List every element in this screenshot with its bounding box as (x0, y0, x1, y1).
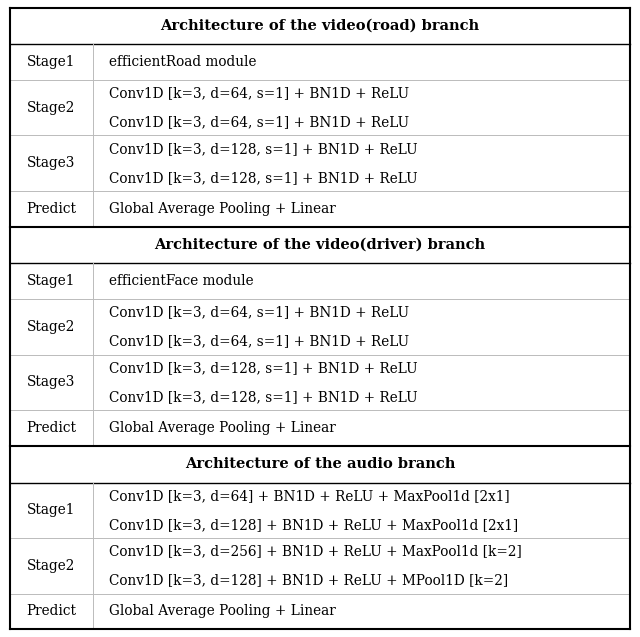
Text: Stage1: Stage1 (27, 55, 76, 69)
Text: Global Average Pooling + Linear: Global Average Pooling + Linear (109, 605, 335, 619)
Text: Conv1D [k=3, d=256] + BN1D + ReLU + MaxPool1d [k=2]: Conv1D [k=3, d=256] + BN1D + ReLU + MaxP… (109, 545, 522, 559)
Text: Conv1D [k=3, d=64, s=1] + BN1D + ReLU: Conv1D [k=3, d=64, s=1] + BN1D + ReLU (109, 306, 409, 320)
Text: Conv1D [k=3, d=128] + BN1D + ReLU + MaxPool1d [2x1]: Conv1D [k=3, d=128] + BN1D + ReLU + MaxP… (109, 518, 518, 532)
Text: Stage3: Stage3 (27, 375, 76, 389)
Text: Global Average Pooling + Linear: Global Average Pooling + Linear (109, 202, 335, 216)
Text: Stage2: Stage2 (27, 320, 76, 334)
Text: Conv1D [k=3, d=128, s=1] + BN1D + ReLU: Conv1D [k=3, d=128, s=1] + BN1D + ReLU (109, 142, 417, 156)
Text: Stage2: Stage2 (27, 101, 76, 115)
Text: Predict: Predict (26, 421, 76, 435)
Text: Stage2: Stage2 (27, 559, 76, 573)
Text: Conv1D [k=3, d=128, s=1] + BN1D + ReLU: Conv1D [k=3, d=128, s=1] + BN1D + ReLU (109, 171, 417, 185)
Text: Conv1D [k=3, d=64, s=1] + BN1D + ReLU: Conv1D [k=3, d=64, s=1] + BN1D + ReLU (109, 86, 409, 100)
Text: Stage3: Stage3 (27, 156, 76, 170)
Text: Predict: Predict (26, 202, 76, 216)
Text: Conv1D [k=3, d=64] + BN1D + ReLU + MaxPool1d [2x1]: Conv1D [k=3, d=64] + BN1D + ReLU + MaxPo… (109, 489, 509, 503)
Text: Stage1: Stage1 (27, 503, 76, 517)
Text: Architecture of the video(road) branch: Architecture of the video(road) branch (161, 19, 479, 33)
Text: Architecture of the video(driver) branch: Architecture of the video(driver) branch (154, 238, 486, 252)
Text: Conv1D [k=3, d=64, s=1] + BN1D + ReLU: Conv1D [k=3, d=64, s=1] + BN1D + ReLU (109, 115, 409, 129)
Text: Global Average Pooling + Linear: Global Average Pooling + Linear (109, 421, 335, 435)
Text: efficientFace module: efficientFace module (109, 275, 253, 288)
Text: Architecture of the audio branch: Architecture of the audio branch (185, 457, 455, 471)
Text: efficientRoad module: efficientRoad module (109, 55, 256, 69)
Text: Predict: Predict (26, 605, 76, 619)
Text: Conv1D [k=3, d=128] + BN1D + ReLU + MPool1D [k=2]: Conv1D [k=3, d=128] + BN1D + ReLU + MPoo… (109, 573, 508, 587)
Text: Conv1D [k=3, d=128, s=1] + BN1D + ReLU: Conv1D [k=3, d=128, s=1] + BN1D + ReLU (109, 361, 417, 375)
Text: Stage1: Stage1 (27, 275, 76, 288)
Text: Conv1D [k=3, d=128, s=1] + BN1D + ReLU: Conv1D [k=3, d=128, s=1] + BN1D + ReLU (109, 390, 417, 404)
Text: Conv1D [k=3, d=64, s=1] + BN1D + ReLU: Conv1D [k=3, d=64, s=1] + BN1D + ReLU (109, 334, 409, 348)
